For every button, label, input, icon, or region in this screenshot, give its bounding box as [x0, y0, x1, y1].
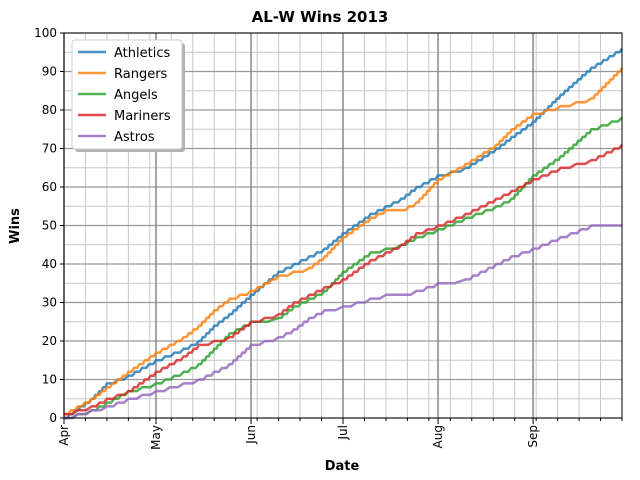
y-tick-label: 50 [42, 219, 57, 233]
legend-box [71, 39, 183, 150]
legend-label: Mariners [114, 109, 171, 124]
x-tick-labels: Apr May Jun Jul Aug Sep [57, 425, 540, 450]
y-tick-label: 80 [42, 103, 57, 117]
x-tick-label: Jul [336, 425, 350, 440]
x-tick-label: Apr [57, 425, 71, 446]
legend-label: Rangers [114, 67, 168, 82]
chart-title: AL-W Wins 2013 [252, 8, 389, 26]
y-tick-label: 100 [34, 26, 57, 40]
legend: Athletics Rangers Angels Mariners Astros [71, 39, 185, 152]
x-tick-label: May [149, 425, 163, 450]
y-tick-label: 30 [42, 296, 57, 310]
x-tick-label: Sep [526, 425, 540, 448]
y-tick-label: 40 [42, 257, 57, 271]
series-lines [64, 47, 624, 420]
x-axis-label: Date [325, 459, 360, 474]
x-tick-label: Jun [244, 425, 258, 445]
legend-label: Angels [114, 88, 158, 103]
series-line-mariners [64, 143, 623, 416]
y-tick-label: 60 [42, 180, 57, 194]
y-tick-label: 90 [42, 65, 57, 79]
y-tick-labels: 0 10 20 30 40 50 60 70 80 90 100 [34, 26, 57, 425]
legend-label: Astros [114, 130, 155, 145]
y-tick-label: 10 [42, 373, 57, 387]
series-line-astros [64, 224, 622, 420]
y-tick-label: 20 [42, 334, 57, 348]
y-tick-label: 0 [49, 411, 57, 425]
axis-ticks [60, 32, 623, 424]
y-tick-label: 70 [42, 142, 57, 156]
y-axis-label: Wins [8, 208, 23, 244]
legend-label: Athletics [114, 46, 170, 61]
x-tick-label: Aug [431, 425, 445, 448]
series-line-angels [64, 116, 623, 420]
series-line-rangers [64, 67, 624, 416]
